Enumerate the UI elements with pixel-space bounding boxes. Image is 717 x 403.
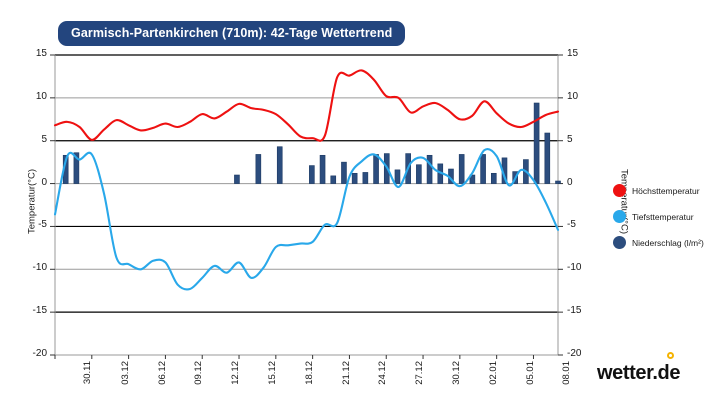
x-tick-label: 30.12 (450, 361, 462, 385)
precipitation-bar (490, 172, 497, 184)
precipitation-bar (276, 146, 283, 184)
x-tick-label: 06.12 (156, 361, 168, 385)
y-tick-label-right: 0 (567, 176, 573, 188)
precipitation-bar (458, 154, 465, 184)
y-tick-label-right: -20 (567, 348, 582, 359)
brand-dot-icon (667, 352, 674, 359)
x-tick-label: 15.12 (266, 361, 278, 385)
x-tick-label: 30.11 (82, 361, 94, 385)
y-tick-label-left: -10 (32, 262, 47, 274)
y-tick-label-right: 15 (567, 48, 579, 59)
legend-item-label: Niederschlag (l/m²) (632, 237, 704, 248)
y-tick-label-left: 10 (35, 90, 47, 102)
legend-item-label: Tiefsttemperatur (632, 211, 694, 222)
precipitation-bar (73, 152, 80, 184)
legend-dot-icon (613, 184, 626, 197)
x-tick-label: 27.12 (414, 361, 426, 385)
precipitation-bar (416, 164, 422, 184)
y-tick-label-right: -10 (567, 262, 582, 274)
x-tick-label: 08.01 (561, 361, 573, 385)
precipitation-bar (319, 154, 326, 184)
precipitation-bar (544, 132, 551, 184)
brand-wordmark: wetter.de (597, 362, 681, 384)
y-tick-label-right: 5 (567, 133, 573, 145)
x-tick-label: 09.12 (193, 361, 205, 385)
series-line-min-temp (53, 148, 560, 291)
x-tick-label: 05.01 (524, 361, 536, 385)
precipitation-bar (533, 102, 540, 184)
precipitation-bar (426, 154, 433, 184)
precipitation-bar (362, 172, 369, 184)
y-tick-label-left: 5 (41, 133, 47, 145)
precipitation-bar (480, 154, 486, 184)
legend-dot-icon (613, 210, 626, 223)
precipitation-bar (234, 174, 240, 184)
precipitation-bar (351, 172, 358, 184)
y-tick-label-right: -15 (567, 305, 582, 317)
precipitation-bar (309, 165, 315, 184)
precipitation-bar (469, 174, 476, 184)
precipitation-bar (555, 180, 561, 184)
precipitation-bar (341, 161, 347, 184)
y-axis-title-right: Temperatur(°C) (618, 168, 630, 235)
x-tick-label: 12.12 (230, 361, 241, 385)
y-tick-label-left: -20 (32, 348, 47, 359)
legend-dot-icon (613, 236, 626, 249)
legend-item[interactable]: Niederschlag (l/m²) (613, 236, 704, 249)
legend-item-label: Höchsttemperatur (632, 185, 700, 196)
precipitation-bar (394, 169, 401, 184)
page-title: Garmisch-Partenkirchen (710m): 42-Tage W… (58, 21, 406, 46)
x-tick-label: 03.12 (119, 361, 131, 385)
x-tick-label: 24.12 (377, 361, 389, 385)
precipitation-bar (255, 154, 262, 184)
y-tick-label-left: 15 (35, 48, 47, 59)
legend-item[interactable]: Tiefsttemperatur (613, 210, 694, 223)
x-tick-label: 02.01 (487, 361, 499, 385)
y-tick-label-left: -15 (32, 305, 47, 317)
precipitation-bar (330, 175, 337, 184)
y-tick-label-left: 0 (41, 176, 47, 188)
legend-item[interactable]: Höchsttemperatur (613, 184, 700, 197)
y-tick-label-left: -5 (38, 219, 47, 231)
plot-background (55, 55, 558, 355)
x-tick-label: 18.12 (303, 361, 315, 385)
y-tick-label-right: -5 (567, 219, 576, 231)
series-line-max-temp (53, 69, 560, 142)
x-tick-label: 21.12 (340, 361, 352, 385)
y-tick-label-right: 10 (567, 90, 579, 102)
precipitation-bar (373, 154, 379, 184)
